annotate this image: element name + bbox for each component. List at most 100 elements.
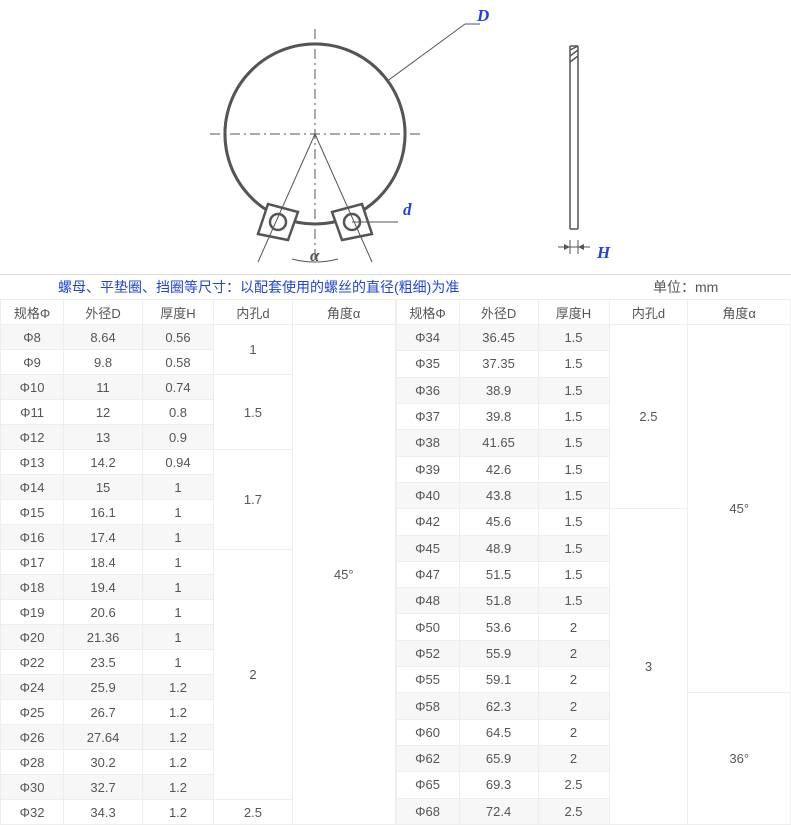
- cell-spec: Φ13: [1, 450, 64, 475]
- cell-outerD: 12: [64, 400, 143, 425]
- cell-thickH: 1.2: [143, 725, 214, 750]
- cell-outerD: 18.4: [64, 550, 143, 575]
- spec-table-right: 规格Φ 外径D 厚度H 内孔d 角度α Φ3436.451.52.545°Φ35…: [396, 299, 791, 825]
- cell-outerD: 13: [64, 425, 143, 450]
- cell-spec: Φ11: [1, 400, 64, 425]
- cell-thickH: 1.5: [538, 482, 609, 508]
- cell-thickH: 1: [143, 525, 214, 550]
- cell-spec: Φ22: [1, 650, 64, 675]
- col-outerD: 外径D: [459, 300, 538, 325]
- cell-outerD: 43.8: [459, 482, 538, 508]
- cell-spec: Φ16: [1, 525, 64, 550]
- cell-spec: Φ17: [1, 550, 64, 575]
- header-row: 螺母、平垫圈、挡圈等尺寸：以配套使用的螺丝的直径(粗细)为准 单位：mm: [0, 275, 791, 299]
- cell-spec: Φ18: [1, 575, 64, 600]
- cell-spec: Φ25: [1, 700, 64, 725]
- cell-spec: Φ65: [396, 772, 459, 798]
- cell-spec: Φ36: [396, 377, 459, 403]
- cell-thickH: 0.94: [143, 450, 214, 475]
- cell-spec: Φ30: [1, 775, 64, 800]
- cell-outerD: 11: [64, 375, 143, 400]
- cell-thickH: 1.5: [538, 325, 609, 351]
- cell-spec: Φ58: [396, 693, 459, 719]
- cell-outerD: 51.5: [459, 561, 538, 587]
- cell-spec: Φ26: [1, 725, 64, 750]
- table-row: Φ5862.3236°: [396, 693, 791, 719]
- cell-thickH: 2.5: [538, 798, 609, 824]
- table-row: Φ88.640.56145°: [1, 325, 396, 350]
- cell-spec: Φ35: [396, 351, 459, 377]
- cell-spec: Φ9: [1, 350, 64, 375]
- cell-spec: Φ48: [396, 588, 459, 614]
- cell-angle: 36°: [688, 693, 791, 825]
- cell-thickH: 1: [143, 625, 214, 650]
- cell-thickH: 2: [538, 640, 609, 666]
- spec-table-left: 规格Φ 外径D 厚度H 内孔d 角度α Φ88.640.56145°Φ99.80…: [0, 299, 396, 825]
- col-angle: 角度α: [688, 300, 791, 325]
- col-spec: 规格Φ: [396, 300, 459, 325]
- cell-thickH: 1.5: [538, 561, 609, 587]
- cell-innerd: 1.5: [214, 375, 293, 450]
- cell-thickH: 1: [143, 475, 214, 500]
- cell-outerD: 34.3: [64, 800, 143, 825]
- cell-thickH: 0.58: [143, 350, 214, 375]
- cell-innerd: 1.7: [214, 450, 293, 550]
- table-row: Φ3436.451.52.545°: [396, 325, 791, 351]
- cell-outerD: 41.65: [459, 430, 538, 456]
- cell-outerD: 25.9: [64, 675, 143, 700]
- cell-thickH: 0.74: [143, 375, 214, 400]
- col-thickH: 厚度H: [538, 300, 609, 325]
- cell-spec: Φ42: [396, 509, 459, 535]
- cell-thickH: 1.2: [143, 675, 214, 700]
- cell-angle: 45°: [688, 325, 791, 693]
- cell-spec: Φ55: [396, 667, 459, 693]
- cell-spec: Φ47: [396, 561, 459, 587]
- cell-outerD: 14.2: [64, 450, 143, 475]
- cell-spec: Φ62: [396, 746, 459, 772]
- cell-spec: Φ37: [396, 403, 459, 429]
- cell-outerD: 21.36: [64, 625, 143, 650]
- cell-outerD: 53.6: [459, 614, 538, 640]
- label-alpha: α: [310, 246, 319, 266]
- cell-thickH: 1.2: [143, 750, 214, 775]
- cell-outerD: 64.5: [459, 719, 538, 745]
- cell-thickH: 1.5: [538, 588, 609, 614]
- cell-outerD: 45.6: [459, 509, 538, 535]
- col-angle: 角度α: [292, 300, 395, 325]
- cell-spec: Φ60: [396, 719, 459, 745]
- cell-outerD: 48.9: [459, 535, 538, 561]
- cell-outerD: 27.64: [64, 725, 143, 750]
- cell-thickH: 1.5: [538, 377, 609, 403]
- cell-spec: Φ10: [1, 375, 64, 400]
- cell-thickH: 0.8: [143, 400, 214, 425]
- cell-angle: 45°: [292, 325, 395, 825]
- cell-thickH: 1.5: [538, 403, 609, 429]
- cell-innerd: 2: [214, 550, 293, 800]
- cell-outerD: 26.7: [64, 700, 143, 725]
- cell-innerd: 2.5: [214, 800, 293, 825]
- cell-thickH: 1.5: [538, 430, 609, 456]
- cell-innerd: 3: [609, 509, 688, 825]
- cell-thickH: 1: [143, 600, 214, 625]
- header-unit: 单位：mm: [653, 277, 783, 297]
- cell-thickH: 2: [538, 693, 609, 719]
- cell-thickH: 1: [143, 650, 214, 675]
- cell-spec: Φ8: [1, 325, 64, 350]
- col-thickH: 厚度H: [143, 300, 214, 325]
- cell-spec: Φ40: [396, 482, 459, 508]
- cell-thickH: 1: [143, 575, 214, 600]
- cell-thickH: 2: [538, 719, 609, 745]
- cell-outerD: 37.35: [459, 351, 538, 377]
- cell-outerD: 51.8: [459, 588, 538, 614]
- cell-thickH: 2: [538, 667, 609, 693]
- cell-outerD: 9.8: [64, 350, 143, 375]
- cell-thickH: 1.2: [143, 775, 214, 800]
- cell-outerD: 30.2: [64, 750, 143, 775]
- col-innerd: 内孔d: [609, 300, 688, 325]
- cell-spec: Φ32: [1, 800, 64, 825]
- retaining-ring-diagram: [140, 4, 660, 264]
- cell-spec: Φ20: [1, 625, 64, 650]
- cell-spec: Φ15: [1, 500, 64, 525]
- cell-spec: Φ39: [396, 456, 459, 482]
- cell-outerD: 42.6: [459, 456, 538, 482]
